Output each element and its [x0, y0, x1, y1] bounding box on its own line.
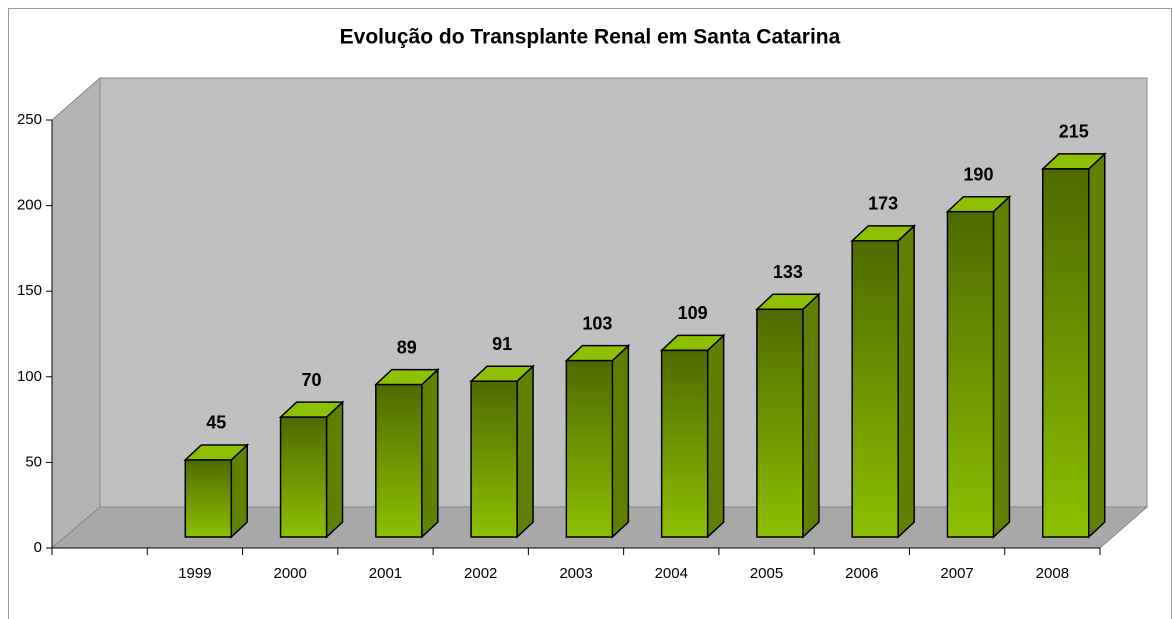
chart-title: Evolução do Transplante Renal em Santa C… [340, 26, 841, 49]
bar-side [325, 400, 344, 539]
x-tick-label: 2005 [750, 565, 783, 582]
bar-side [230, 443, 249, 539]
x-tick-label: 2003 [559, 565, 592, 582]
bar-side [802, 292, 820, 539]
value-label: 89 [397, 337, 417, 357]
y-tick-label: 250 [17, 111, 42, 128]
side-wall [51, 76, 101, 550]
bar-side [1087, 152, 1106, 539]
x-tick-label: 2006 [845, 565, 878, 582]
y-tick-label: 150 [17, 282, 42, 299]
y-tick-label: 50 [25, 453, 42, 470]
bar [184, 459, 233, 538]
y-tick-label: 200 [17, 197, 42, 214]
bar-side [992, 194, 1011, 539]
bar [946, 210, 995, 538]
bar [660, 349, 709, 538]
value-label: 70 [302, 370, 322, 390]
bar-side [897, 224, 915, 539]
bar-side [421, 367, 439, 539]
bar-side [516, 364, 534, 539]
x-tick-label: 2002 [464, 565, 497, 582]
bar [470, 380, 518, 538]
value-label: 133 [773, 262, 803, 282]
value-label: 190 [963, 164, 993, 184]
value-label: 109 [678, 303, 708, 323]
bar [279, 416, 328, 538]
y-tick-label: 0 [34, 539, 42, 556]
value-label: 215 [1059, 122, 1089, 142]
y-tick-label: 100 [17, 368, 42, 385]
x-tick-label: 2007 [940, 565, 973, 582]
x-tick-label: 1999 [178, 565, 211, 582]
value-label: 103 [582, 313, 612, 333]
x-tick-label: 2000 [273, 565, 306, 582]
x-tick-label: 2008 [1036, 565, 1069, 582]
bar-side [706, 333, 725, 539]
value-label: 173 [868, 194, 898, 214]
value-label: 91 [492, 334, 512, 354]
bar [1041, 168, 1090, 538]
bar [756, 308, 804, 538]
value-label: 45 [206, 413, 226, 433]
bar [565, 359, 614, 538]
bar-side [611, 343, 630, 539]
bar [851, 240, 899, 538]
x-tick-label: 2001 [369, 565, 402, 582]
bar [375, 383, 423, 538]
x-tick-label: 2004 [655, 565, 688, 582]
